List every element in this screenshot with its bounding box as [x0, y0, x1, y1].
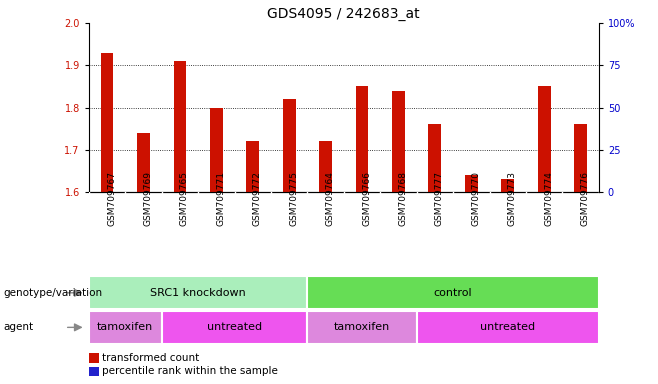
Text: GSM709770: GSM709770 [471, 170, 480, 226]
Text: GSM709773: GSM709773 [508, 170, 517, 226]
Text: GSM709777: GSM709777 [435, 170, 444, 226]
Text: transformed count: transformed count [102, 353, 199, 363]
Bar [319, 141, 332, 192]
Bar [307, 311, 417, 344]
Text: GSM709764: GSM709764 [326, 171, 334, 225]
Bar [501, 179, 514, 192]
Title: GDS4095 / 242683_at: GDS4095 / 242683_at [268, 7, 420, 21]
Text: GSM709768: GSM709768 [399, 170, 407, 226]
Bar [101, 53, 113, 192]
Bar [89, 276, 307, 309]
Text: tamoxifen: tamoxifen [334, 322, 390, 333]
Text: GSM709774: GSM709774 [544, 171, 553, 225]
Bar [465, 175, 478, 192]
Text: percentile rank within the sample: percentile rank within the sample [102, 366, 278, 376]
Bar [210, 108, 222, 192]
Text: tamoxifen: tamoxifen [97, 322, 153, 333]
Text: SRC1 knockdown: SRC1 knockdown [150, 288, 246, 298]
Text: GSM709772: GSM709772 [253, 171, 262, 225]
Bar [428, 124, 442, 192]
Text: GSM709769: GSM709769 [143, 170, 153, 226]
Bar [283, 99, 295, 192]
Text: control: control [434, 288, 472, 298]
Bar [538, 86, 551, 192]
Text: GSM709767: GSM709767 [107, 170, 116, 226]
Text: agent: agent [3, 322, 34, 333]
Bar [355, 86, 368, 192]
Bar [137, 133, 150, 192]
Text: untreated: untreated [480, 322, 535, 333]
Bar [307, 276, 599, 309]
Text: GSM709771: GSM709771 [216, 170, 225, 226]
Text: GSM709765: GSM709765 [180, 170, 189, 226]
Text: GSM709775: GSM709775 [289, 170, 298, 226]
Bar [392, 91, 405, 192]
Bar [574, 124, 587, 192]
Bar [162, 311, 307, 344]
Bar [246, 141, 259, 192]
Bar [174, 61, 186, 192]
Text: genotype/variation: genotype/variation [3, 288, 103, 298]
Text: GSM709766: GSM709766 [362, 170, 371, 226]
Bar [89, 311, 162, 344]
Text: untreated: untreated [207, 322, 262, 333]
Text: GSM709776: GSM709776 [580, 170, 590, 226]
Bar [417, 311, 599, 344]
